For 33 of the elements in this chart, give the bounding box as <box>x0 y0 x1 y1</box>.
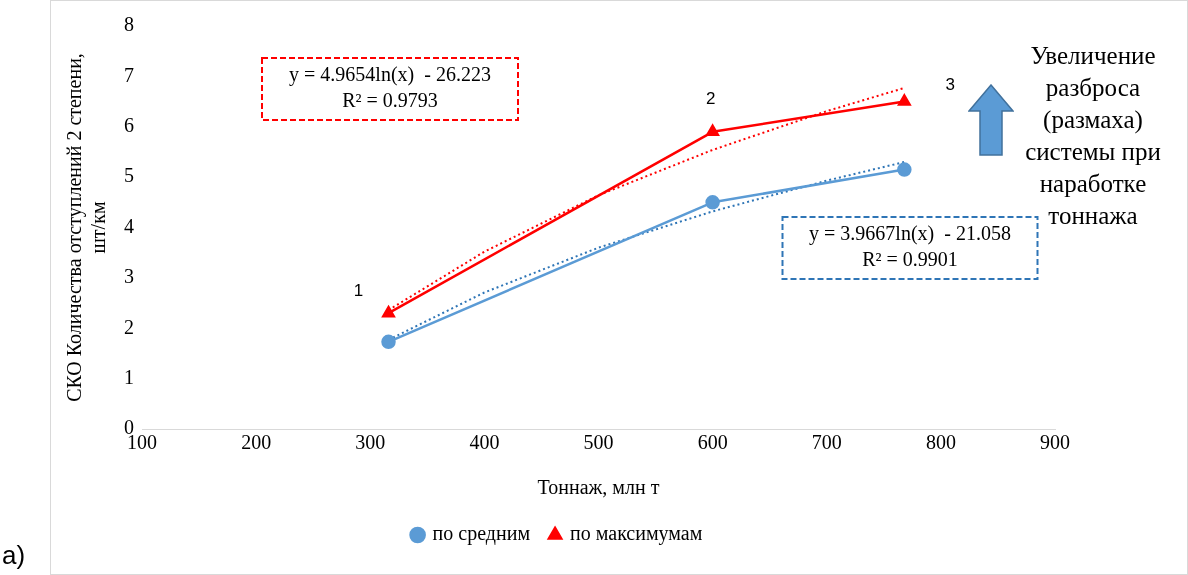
point <box>382 305 395 318</box>
text: а) <box>2 540 26 571</box>
annotation: y = 4.9654ln(x) - 26.223 R² = 0.9793 <box>289 63 491 112</box>
x-tick-label: 300 <box>355 431 386 454</box>
point <box>897 94 911 106</box>
point <box>705 195 720 210</box>
annotation: y = 3.9667ln(x) - 21.058 R² = 0.9901 <box>809 222 1011 271</box>
y-tick-label: 1 <box>124 365 134 388</box>
point <box>706 124 720 137</box>
y-tick-label: 6 <box>124 114 134 136</box>
annotation: 2 <box>705 89 716 109</box>
legend-label: по средним <box>432 522 531 546</box>
annotation: Увеличение разброса (размаха) системы при наработке тоннажа <box>1025 42 1161 229</box>
x-tick-label: 400 <box>469 431 500 454</box>
x-tick-label: 200 <box>241 431 272 454</box>
x-tick-label: 700 <box>811 431 842 454</box>
y-tick-label: 7 <box>124 63 134 86</box>
y-tick-label: 4 <box>124 214 134 237</box>
y-tick-label: 3 <box>124 265 134 288</box>
x-tick-label: 600 <box>697 431 728 454</box>
annotation: 3 <box>945 75 956 95</box>
x-axis-title: Тоннаж, млн т <box>537 476 660 499</box>
y-tick-label: 5 <box>124 164 134 187</box>
point <box>897 162 912 177</box>
y-tick-label: 8 <box>124 13 134 36</box>
x-tick-label: 500 <box>583 431 614 454</box>
point <box>381 334 396 350</box>
y-axis-title: СКО Количества отступлений 2 степени, шт/км <box>63 53 110 402</box>
y-tick-label: 2 <box>124 315 134 338</box>
annotation: 1 <box>353 280 364 300</box>
x-tick-label: 800 <box>925 431 956 454</box>
x-tick-label: 900 <box>1040 431 1070 454</box>
legend-label: по максимумам <box>570 522 703 546</box>
